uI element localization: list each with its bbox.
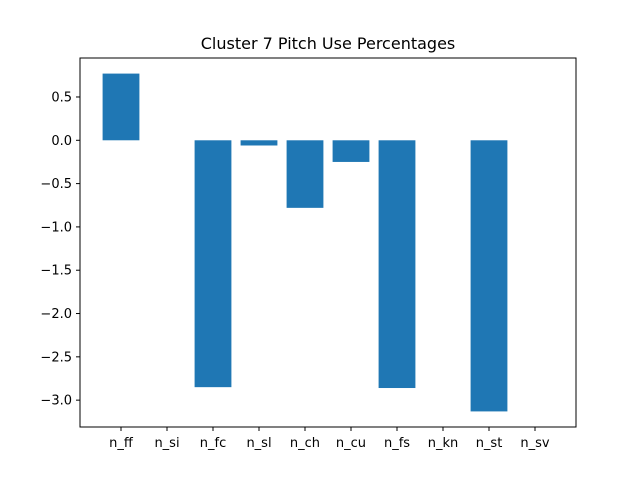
bar-n_fs [378, 140, 416, 389]
y-tick-label: −1.0 [40, 220, 72, 235]
x-tick-label: n_fc [200, 436, 226, 451]
y-tick-label: −2.5 [40, 350, 72, 365]
bar-n_ff [102, 73, 140, 141]
x-tick-label: n_si [154, 436, 179, 451]
chart-title: Cluster 7 Pitch Use Percentages [201, 34, 456, 53]
bars-layer [102, 73, 508, 412]
plot-frame [79, 57, 577, 428]
x-tick-label: n_sv [520, 436, 550, 451]
x-tick-label: n_kn [428, 436, 459, 451]
y-axis: 0.5 0.0 −0.5 −1.0 −1.5 −2.0 −2.5 −3.0 [40, 90, 80, 409]
y-tick-label: −3.0 [40, 394, 72, 409]
x-tick-label: n_ch [290, 436, 320, 451]
x-tick-label: n_fs [384, 436, 410, 451]
x-tick-label: n_ff [109, 436, 134, 451]
y-tick-label: 0.0 [51, 134, 72, 149]
x-axis: n_ff n_si n_fc n_sl n_ch n_cu n_fs n_kn n_st n_sv [109, 427, 550, 451]
bar-n_cu [332, 140, 370, 162]
bar-n_fc [194, 140, 232, 388]
bar-n_st [470, 140, 508, 412]
bar-n_sl [240, 140, 278, 146]
y-tick-label: −1.5 [40, 264, 72, 279]
bar-n_ch [286, 140, 324, 208]
y-tick-label: 0.5 [51, 90, 72, 105]
y-tick-label: −2.0 [40, 307, 72, 322]
y-tick-label: −0.5 [40, 177, 72, 192]
x-tick-label: n_cu [336, 436, 366, 451]
x-tick-label: n_st [476, 436, 503, 451]
x-tick-label: n_sl [246, 436, 271, 451]
